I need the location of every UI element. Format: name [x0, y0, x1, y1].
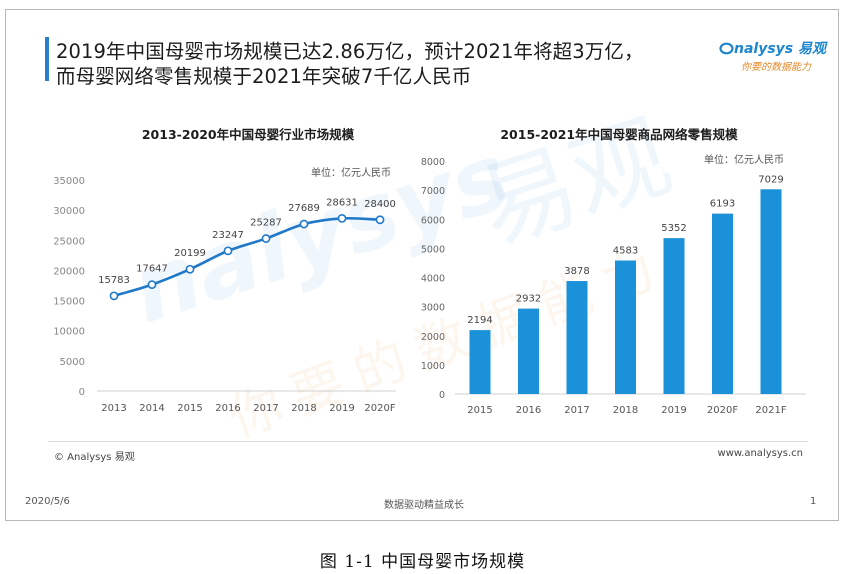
- website: www.analysys.cn: [717, 448, 803, 459]
- slide-title-line-2: 而母婴网络零售规模于2021年突破7千亿人民币: [56, 65, 472, 88]
- line-data-label: 17647: [136, 264, 168, 275]
- date: 2020/5/6: [25, 496, 70, 507]
- bar: [615, 260, 636, 394]
- line-data-label: 27689: [288, 203, 320, 214]
- line-point: [147, 280, 157, 290]
- bar: [663, 238, 685, 394]
- line-point: [299, 219, 309, 229]
- bar-x-tick-label: 2016: [516, 405, 541, 416]
- bar-y-tick-label: 6000: [421, 215, 445, 226]
- bar-y-tick-label: 3000: [421, 303, 445, 314]
- bar-y-tick-label: 5000: [421, 244, 445, 255]
- line-point: [261, 234, 271, 243]
- line-y-tick-label: 5000: [60, 357, 85, 368]
- charts-canvas: 2013-2020年中国母婴行业市场规模单位：亿元人民币050001000015…: [53, 127, 806, 416]
- line-y-tick-label: 30000: [53, 206, 85, 217]
- line-data-label: 28400: [364, 199, 396, 210]
- bar: [760, 189, 782, 394]
- bar: [518, 308, 539, 394]
- bar-data-label: 5352: [661, 223, 686, 234]
- bar-x-tick-label: 2021F: [755, 405, 786, 416]
- bar-data-label: 3878: [564, 266, 589, 277]
- line-x-tick-label: 2013: [101, 403, 126, 414]
- analysys-logo: nalysys 易观 你要的数据能力: [719, 38, 829, 78]
- line-x-tick-label: 2019: [329, 403, 354, 414]
- line-data-label: 15783: [98, 275, 130, 286]
- page-number: 1: [810, 496, 817, 507]
- bar-data-label: 6193: [710, 199, 735, 210]
- logo-wordmark: nalysys 易观: [719, 38, 826, 58]
- bar: [566, 281, 588, 394]
- line-x-tick-label: 2014: [139, 403, 164, 414]
- line-point: [375, 215, 385, 225]
- title-accent-bar: [45, 37, 49, 81]
- bar-data-label: 2932: [516, 294, 541, 305]
- line-x-tick-label: 2017: [253, 403, 278, 414]
- bar-chart-title: 2015-2021年中国母婴商品网络零售规模: [500, 127, 738, 142]
- bar-x-tick-label: 2017: [564, 405, 589, 416]
- bar-y-tick-label: 2000: [421, 332, 445, 343]
- line-y-tick-label: 0: [79, 387, 85, 398]
- footer-center: 数据驱动精益成长: [384, 500, 464, 511]
- bar-chart-unit: 单位：亿元人民币: [704, 153, 784, 166]
- bar-y-tick-label: 8000: [421, 157, 445, 168]
- line-data-label: 28631: [326, 197, 358, 208]
- line-data-label: 23247: [212, 230, 244, 241]
- line-y-tick-label: 15000: [53, 297, 85, 308]
- line-chart-unit: 单位：亿元人民币: [311, 166, 391, 179]
- line-x-tick-label: 2018: [291, 403, 316, 414]
- bar-y-tick-label: 1000: [421, 361, 445, 372]
- line-chart-title: 2013-2020年中国母婴行业市场规模: [142, 127, 355, 142]
- line-point: [223, 246, 233, 256]
- bar-x-tick-label: 2020F: [707, 405, 738, 416]
- bar-data-label: 7029: [758, 174, 783, 185]
- bar-x-tick-label: 2019: [661, 405, 686, 416]
- bar-y-tick-label: 0: [439, 390, 445, 401]
- bar-y-tick-label: 4000: [421, 274, 445, 285]
- line-x-tick-label: 2020F: [364, 403, 395, 414]
- bar-data-label: 4583: [613, 246, 638, 257]
- line-x-tick-label: 2016: [215, 403, 240, 414]
- figure-caption: 图 1-1 中国母婴市场规模: [319, 552, 526, 572]
- line-y-tick-label: 25000: [53, 236, 85, 247]
- logo-swoosh-icon: [719, 42, 734, 55]
- footer-divider: [48, 441, 808, 442]
- bar: [712, 213, 733, 394]
- bar: [469, 330, 491, 394]
- bar-x-tick-label: 2018: [613, 405, 638, 416]
- line-y-tick-label: 35000: [53, 176, 85, 187]
- line-x-tick-label: 2015: [177, 403, 202, 414]
- report-slide: nalysys 易观 你要的数据能力 2019年中国母婴市场规模已达2.86万亿…: [5, 9, 839, 521]
- logo-tagline: 你要的数据能力: [741, 62, 811, 73]
- line-point: [185, 264, 195, 274]
- bar-data-label: 2194: [467, 315, 492, 326]
- line-point: [337, 213, 347, 223]
- line-data-label: 20199: [174, 248, 206, 259]
- slide-title-line-1: 2019年中国母婴市场规模已达2.86万亿，预计2021年将超3万亿，: [56, 40, 644, 63]
- line-data-label: 25287: [250, 218, 282, 229]
- bar-x-tick-label: 2015: [467, 405, 492, 416]
- line-point: [109, 291, 119, 301]
- line-y-tick-label: 20000: [53, 266, 85, 277]
- bar-y-tick-label: 7000: [421, 186, 445, 197]
- line-y-tick-label: 10000: [53, 327, 85, 338]
- copyright: © Analysys 易观: [54, 452, 135, 463]
